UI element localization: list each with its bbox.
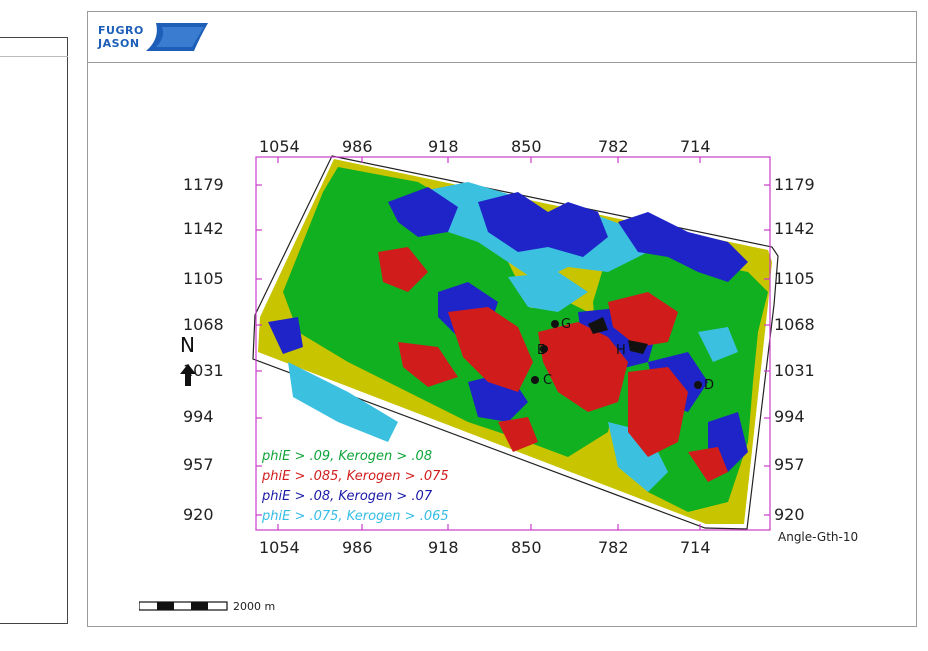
x-tick-top: 1054: [259, 137, 300, 156]
well-markers: G E H C D: [531, 317, 714, 393]
plot-frame: [255, 156, 771, 531]
north-arrow: N: [180, 333, 196, 386]
well-point: [694, 381, 702, 389]
y-tick-right: 1031: [774, 361, 815, 380]
x-tick-top: 850: [511, 137, 542, 156]
y-tick-right: 1142: [774, 219, 815, 238]
well-cluster-marker: [588, 317, 608, 334]
y-tick-right: 1179: [774, 175, 815, 194]
header-strip: FUGRO JASON: [88, 12, 916, 63]
y-tick-left: 1068: [183, 315, 224, 334]
x-tick-bottom: 850: [511, 538, 542, 557]
left-side-panel: [0, 37, 68, 624]
survey-label: Angle-Gth-10: [778, 530, 858, 544]
y-tick-left: 920: [183, 505, 214, 524]
legend: phiE > .09, Kerogen > .08 phiE > .085, K…: [261, 449, 449, 524]
x-tick-bottom: 714: [680, 538, 711, 557]
x-tick-top: 782: [598, 137, 629, 156]
y-tick-right: 1068: [774, 315, 815, 334]
x-tick-bottom: 782: [598, 538, 629, 557]
legend-item: phiE > .085, Kerogen > .075: [261, 469, 449, 484]
legend-item: phiE > .075, Kerogen > .065: [261, 509, 449, 524]
map-viewer-panel: FUGRO JASON: [87, 11, 917, 627]
x-tick-top: 918: [428, 137, 459, 156]
y-tick-right: 957: [774, 455, 805, 474]
scale-bar: [139, 601, 228, 611]
y-tick-left: 1031: [183, 361, 224, 380]
x-tick-bottom: 986: [342, 538, 373, 557]
y-tick-labels-left: 1179 1142 1105 1068 1031 994 957 920: [183, 175, 224, 524]
well-label: H: [616, 343, 626, 358]
scale-label: 2000 m: [233, 600, 276, 613]
x-tick-top: 714: [680, 137, 711, 156]
y-tick-left: 1142: [183, 219, 224, 238]
well-label: G: [561, 317, 571, 332]
north-label: N: [180, 333, 195, 357]
north-arrow-icon: [180, 364, 196, 386]
well-cluster-marker: [628, 340, 648, 354]
y-tick-right: 1105: [774, 269, 815, 288]
well-label: E: [537, 343, 545, 358]
legend-item: phiE > .09, Kerogen > .08: [261, 449, 432, 464]
x-tick-labels-bottom: 1054 986 918 850 782 714: [259, 538, 711, 557]
left-panel-header: [0, 38, 68, 57]
logo-line2: JASON: [97, 37, 140, 50]
x-tick-labels-top: 1054 986 918 850 782 714: [259, 137, 711, 156]
y-tick-left: 957: [183, 455, 214, 474]
y-tick-left: 994: [183, 407, 214, 426]
well-label: C: [543, 373, 552, 388]
y-tick-left: 1105: [183, 269, 224, 288]
y-tick-right: 994: [774, 407, 805, 426]
well-point: [531, 376, 539, 384]
map-plot: 1054 986 918 850 782 714 1054 986 918 85…: [180, 137, 858, 557]
frame-ticks: [256, 157, 770, 530]
red-regions: [378, 247, 728, 482]
y-tick-right: 920: [774, 505, 805, 524]
well-label: D: [704, 378, 714, 393]
x-tick-top: 986: [342, 137, 373, 156]
well-point: [551, 320, 559, 328]
x-tick-bottom: 918: [428, 538, 459, 557]
well-point: [540, 345, 548, 353]
y-tick-labels-right: 1179 1142 1105 1068 1031 994 957 920: [774, 175, 815, 524]
logo-line1: FUGRO: [98, 24, 144, 37]
x-tick-bottom: 1054: [259, 538, 300, 557]
legend-item: phiE > .08, Kerogen > .07: [261, 489, 433, 504]
y-tick-left: 1179: [183, 175, 224, 194]
fugro-jason-logo: FUGRO JASON: [97, 23, 208, 51]
